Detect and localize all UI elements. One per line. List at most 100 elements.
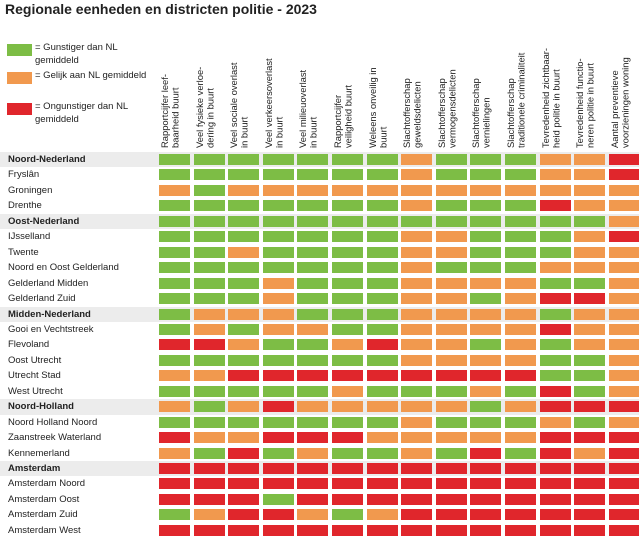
heatmap-cell <box>159 354 190 366</box>
chart-title: Regionale eenheden en districten politie… <box>5 1 317 17</box>
heatmap-cell <box>401 231 433 243</box>
heatmap-cell <box>505 385 536 397</box>
heatmap-cell <box>262 169 294 181</box>
heatmap-cell <box>505 416 536 428</box>
heatmap-cell <box>332 524 363 536</box>
row-label: Gooi en Vechtstreek <box>8 323 94 335</box>
heatmap-cell <box>539 277 571 289</box>
heatmap-cell <box>193 262 225 274</box>
heatmap-cell <box>366 432 398 444</box>
heatmap-cell <box>366 154 398 165</box>
heatmap-cell <box>574 416 606 428</box>
heatmap-cell <box>608 493 639 505</box>
heatmap-cell <box>539 478 571 490</box>
heatmap-cell <box>539 323 571 335</box>
heatmap-cell <box>332 277 363 289</box>
heatmap-cell <box>435 184 467 196</box>
heatmap-cell <box>401 432 433 444</box>
heatmap-cell <box>297 154 329 165</box>
column-header-5: Veel milieuoverlast in buurt <box>297 69 319 148</box>
heatmap-cell <box>505 215 536 227</box>
heatmap-cell <box>297 308 329 320</box>
heatmap-cell <box>297 370 329 382</box>
heatmap-cell <box>539 524 571 536</box>
row-label: Noord-Nederland <box>8 154 86 165</box>
heatmap-cell <box>193 200 225 212</box>
heatmap-cell <box>366 200 398 212</box>
heatmap-cell <box>159 323 190 335</box>
heatmap-cell <box>435 354 467 366</box>
heatmap-cell <box>608 308 639 320</box>
heatmap-cell <box>539 401 571 413</box>
heatmap-cell <box>297 524 329 536</box>
heatmap-cell <box>262 370 294 382</box>
heatmap-cell <box>366 493 398 505</box>
heatmap-cell <box>332 169 363 181</box>
heatmap-cell <box>435 277 467 289</box>
heatmap-cell <box>297 463 329 474</box>
heatmap-cell <box>228 169 260 181</box>
heatmap-cell <box>539 293 571 305</box>
row-label: Noord-Holland <box>8 401 74 413</box>
row-label: Oost Utrecht <box>8 354 62 366</box>
heatmap-cell <box>401 215 433 227</box>
heatmap-cell <box>262 308 294 320</box>
heatmap-cell <box>366 308 398 320</box>
heatmap-cell <box>297 215 329 227</box>
heatmap-cell <box>297 416 329 428</box>
heatmap-cell <box>505 509 536 521</box>
heatmap-cell <box>193 463 225 474</box>
heatmap-cell <box>435 200 467 212</box>
row-label: Groningen <box>8 184 53 196</box>
heatmap-cell <box>228 524 260 536</box>
heatmap-cell <box>228 323 260 335</box>
heatmap-cell <box>297 184 329 196</box>
heatmap-cell <box>297 432 329 444</box>
heatmap-cell <box>574 184 606 196</box>
heatmap-cell <box>297 339 329 351</box>
heatmap-cell <box>539 493 571 505</box>
heatmap-cell <box>332 246 363 258</box>
heatmap-cell <box>228 231 260 243</box>
row-label: Utrecht Stad <box>8 370 61 382</box>
heatmap-cell <box>539 432 571 444</box>
heatmap-cell <box>574 432 606 444</box>
heatmap-cell <box>470 339 502 351</box>
heatmap-cell <box>505 447 536 459</box>
heatmap-cell <box>401 385 433 397</box>
heatmap-cell <box>539 246 571 258</box>
heatmap-cell <box>470 432 502 444</box>
heatmap-cell <box>470 246 502 258</box>
row-label: Fryslân <box>8 169 40 181</box>
heatmap-cell <box>262 154 294 165</box>
heatmap-cell <box>505 463 536 474</box>
heatmap-cell <box>435 478 467 490</box>
heatmap-cell <box>366 385 398 397</box>
heatmap-cell <box>228 154 260 165</box>
row-label: Amsterdam Zuid <box>8 509 78 521</box>
heatmap-cell <box>159 246 190 258</box>
heatmap-cell <box>608 447 639 459</box>
heatmap-cell <box>539 447 571 459</box>
heatmap-cell <box>193 293 225 305</box>
heatmap-cell <box>401 509 433 521</box>
heatmap-cell <box>297 354 329 366</box>
heatmap-cell <box>262 416 294 428</box>
heatmap-cell <box>574 447 606 459</box>
heatmap-cell <box>574 246 606 258</box>
heatmap-cell <box>228 463 260 474</box>
heatmap-cell <box>159 184 190 196</box>
row-label: Amsterdam Oost <box>8 493 80 505</box>
heatmap-cell <box>574 478 606 490</box>
heatmap-cell <box>435 154 467 165</box>
heatmap-cell <box>332 354 363 366</box>
heatmap-cell <box>297 401 329 413</box>
heatmap-cell <box>332 432 363 444</box>
heatmap-cell <box>332 370 363 382</box>
row-label: Noord Holland Noord <box>8 416 98 428</box>
heatmap-cell <box>262 354 294 366</box>
heatmap-cell <box>470 524 502 536</box>
heatmap-cell <box>262 401 294 413</box>
heatmap-cell <box>366 169 398 181</box>
heatmap-cell <box>435 401 467 413</box>
